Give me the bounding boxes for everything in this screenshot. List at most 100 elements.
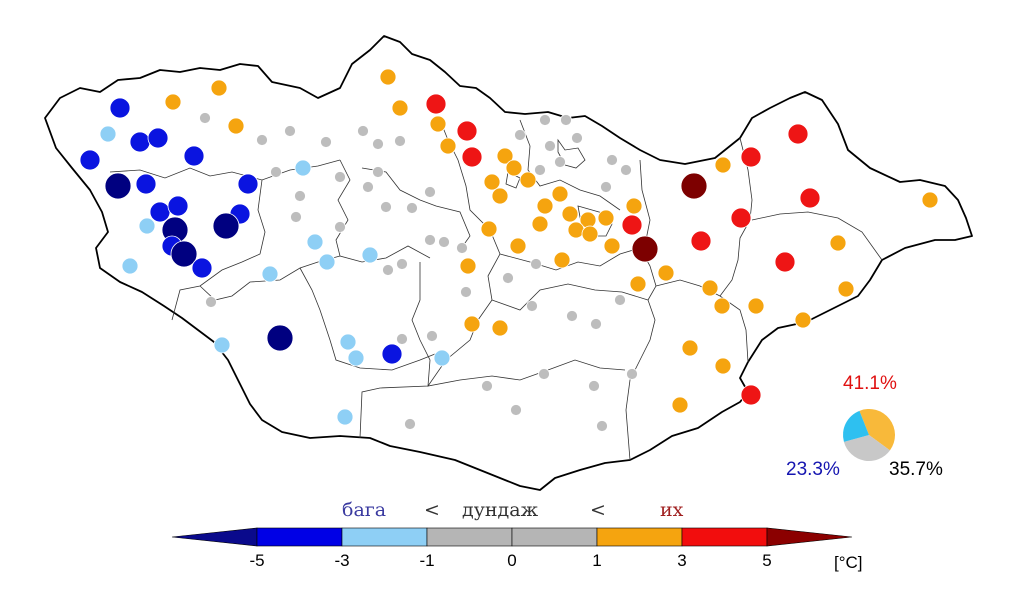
legend-category-mid: дундаж: [462, 499, 539, 521]
station-marker: [571, 132, 583, 144]
station-marker: [799, 187, 821, 209]
station-marker: [554, 156, 566, 168]
station-marker: [480, 220, 498, 238]
station-marker: [381, 343, 403, 365]
tick-label-m3: -3: [334, 551, 349, 570]
station-marker: [597, 209, 615, 227]
above-percentage: 41.1%: [843, 373, 897, 394]
station-marker: [671, 396, 689, 414]
station-marker: [129, 131, 151, 153]
station-marker: [620, 164, 632, 176]
station-marker: [588, 380, 600, 392]
station-marker: [534, 164, 546, 176]
station-marker: [526, 300, 538, 312]
station-marker: [294, 190, 306, 202]
station-marker: [212, 212, 240, 240]
station-marker: [713, 297, 731, 315]
colorbar-segment-0-1: [511, 527, 598, 547]
station-marker: [606, 154, 618, 166]
station-marker: [237, 173, 259, 195]
station-marker: [459, 257, 477, 275]
normal-percentage: 35.7%: [889, 459, 943, 480]
colorbar-segment-m3-m1: [341, 527, 428, 547]
station-marker: [701, 279, 719, 297]
station-marker: [561, 205, 579, 223]
station-marker: [519, 171, 537, 189]
station-marker: [391, 99, 409, 117]
station-marker: [538, 368, 550, 380]
station-marker: [380, 201, 392, 213]
station-marker: [787, 123, 809, 145]
station-marker: [481, 380, 493, 392]
station-marker: [266, 324, 294, 352]
station-marker: [463, 315, 481, 333]
station-marker: [339, 333, 357, 351]
station-marker: [590, 318, 602, 330]
station-marker: [509, 237, 527, 255]
station-marker: [461, 146, 483, 168]
station-marker: [164, 93, 182, 111]
station-marker: [505, 159, 523, 177]
station-marker: [334, 221, 346, 233]
station-marker: [626, 368, 638, 380]
station-marker: [491, 319, 509, 337]
below-percentage: 23.3%: [786, 459, 840, 480]
station-marker: [714, 156, 732, 174]
color-scale-bar: [171, 527, 853, 547]
station-marker: [424, 234, 436, 246]
station-marker: [625, 197, 643, 215]
station-marker: [603, 237, 621, 255]
station-marker: [921, 191, 939, 209]
station-marker: [740, 146, 762, 168]
station-marker: [567, 221, 585, 239]
station-marker: [379, 68, 397, 86]
station-marker: [290, 211, 302, 223]
station-marker: [514, 129, 526, 141]
station-marker: [614, 294, 626, 306]
station-marker: [99, 125, 117, 143]
colorbar-segment-max: [766, 527, 853, 547]
station-marker: [560, 114, 572, 126]
station-marker: [347, 349, 365, 367]
colorbar-segment-min: [171, 527, 258, 547]
legend-category-high: их: [660, 499, 684, 521]
station-marker: [205, 296, 217, 308]
station-marker: [439, 137, 457, 155]
station-marker: [426, 330, 438, 342]
colorbar-segment-3-5: [681, 527, 768, 547]
station-marker: [406, 202, 418, 214]
station-marker: [596, 420, 608, 432]
station-marker: [794, 311, 812, 329]
station-marker: [357, 125, 369, 137]
station-marker: [394, 135, 406, 147]
station-marker: [566, 310, 578, 322]
tick-label-m5: -5: [249, 551, 264, 570]
station-marker: [261, 265, 279, 283]
station-marker: [491, 187, 509, 205]
station-marker: [680, 172, 708, 200]
station-marker: [424, 186, 436, 198]
station-marker: [629, 275, 647, 293]
station-marker: [621, 214, 643, 236]
legend-category-low: бага: [342, 499, 386, 521]
pie-slice-normal: [843, 435, 890, 461]
station-marker: [536, 197, 554, 215]
station-marker: [510, 404, 522, 416]
station-marker: [581, 225, 599, 243]
station-marker: [227, 117, 245, 135]
station-marker: [306, 233, 324, 251]
station-marker: [284, 125, 296, 137]
legend-separator-1: <: [424, 499, 440, 521]
province-boundaries: [109, 119, 883, 461]
station-marker: [690, 230, 712, 252]
station-marker: [382, 264, 394, 276]
station-marker: [460, 286, 472, 298]
colorbar-segment-m1-0: [426, 527, 513, 547]
station-marker: [183, 145, 205, 167]
station-marker: [135, 173, 157, 195]
station-marker: [600, 181, 612, 193]
station-marker: [334, 171, 346, 183]
station-marker: [396, 333, 408, 345]
station-marker: [681, 339, 699, 357]
station-marker: [318, 253, 336, 271]
